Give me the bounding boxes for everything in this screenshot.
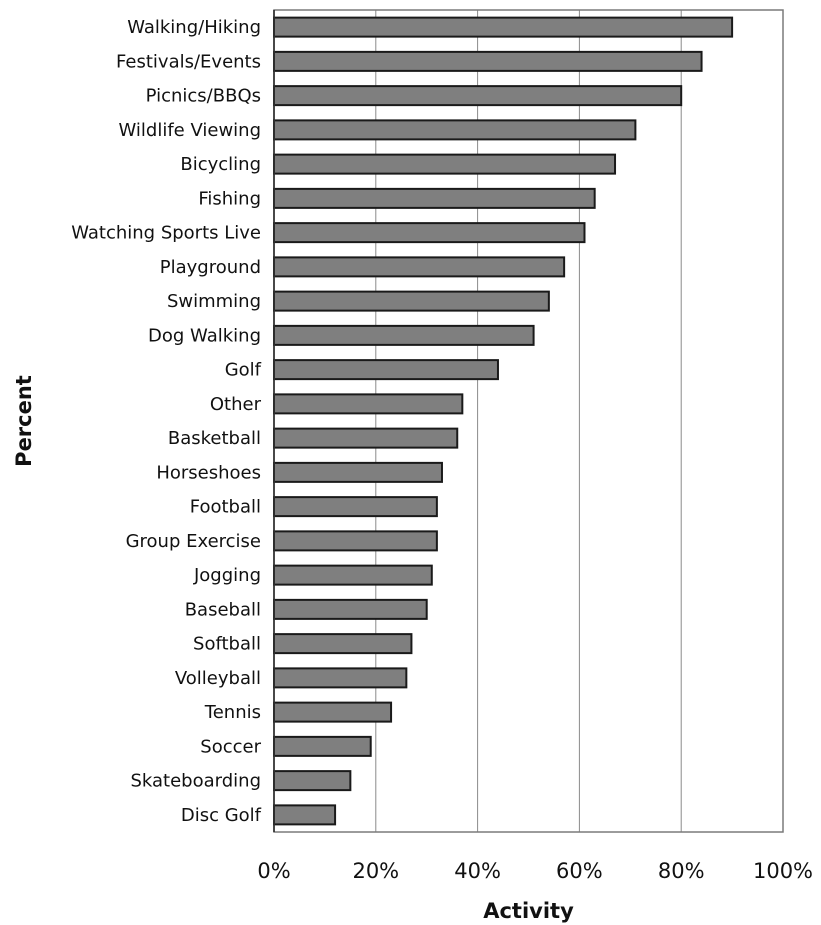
bar <box>273 701 393 723</box>
y-axis-title: Percent <box>12 375 36 467</box>
bar <box>273 598 428 620</box>
category-label: Football <box>190 497 261 518</box>
x-tick-labels: 0% 20% 40% 60% 80% 100% <box>257 859 813 883</box>
category-label: Disc Golf <box>181 805 262 826</box>
category-label: Swimming <box>167 291 261 312</box>
category-label: Bicycling <box>180 154 261 175</box>
bar <box>273 804 337 826</box>
bar <box>273 633 413 655</box>
bar <box>273 187 596 209</box>
category-label: Festivals/Events <box>116 51 261 72</box>
bar <box>273 359 499 381</box>
x-axis-title: Activity <box>483 899 574 923</box>
category-label: Baseball <box>185 599 261 620</box>
bar <box>273 290 550 312</box>
bar <box>273 735 372 757</box>
category-label: Playground <box>160 257 261 278</box>
category-label: Skateboarding <box>130 771 261 792</box>
category-label: Tennis <box>204 702 261 723</box>
category-label: Jogging <box>193 565 261 586</box>
category-label: Volleyball <box>175 668 261 689</box>
x-tick-label: 0% <box>257 859 290 883</box>
bar <box>273 770 352 792</box>
category-label: Basketball <box>168 428 261 449</box>
bars <box>273 16 734 826</box>
x-tick-label: 40% <box>454 859 501 883</box>
x-tick-label: 80% <box>658 859 705 883</box>
bar <box>273 256 566 278</box>
x-tick-label: 100% <box>753 859 813 883</box>
bar <box>273 461 443 483</box>
category-label: Picnics/BBQs <box>146 86 261 107</box>
category-labels: Walking/Hiking Festivals/Events Picnics/BB… <box>71 17 261 826</box>
bar <box>273 667 408 689</box>
bar <box>273 16 734 38</box>
bar <box>273 427 459 449</box>
category-label: Dog Walking <box>148 325 261 346</box>
category-label: Watching Sports Live <box>71 223 261 244</box>
category-label: Golf <box>225 360 262 381</box>
category-label: Horseshoes <box>156 462 261 483</box>
category-label: Group Exercise <box>126 531 261 552</box>
category-label: Other <box>210 394 262 415</box>
bar <box>273 153 617 175</box>
bar <box>273 324 535 346</box>
category-label: Soccer <box>200 736 261 757</box>
gridlines <box>375 10 682 832</box>
bar <box>273 50 703 72</box>
bar <box>273 222 586 244</box>
category-label: Walking/Hiking <box>127 17 261 38</box>
bar <box>273 85 683 107</box>
bar <box>273 564 433 586</box>
category-label: Wildlife Viewing <box>118 120 261 141</box>
x-tick-label: 20% <box>352 859 399 883</box>
category-label: Softball <box>193 634 261 655</box>
bar <box>273 393 464 415</box>
bar <box>273 119 637 141</box>
bar <box>273 530 438 552</box>
bar <box>273 496 438 518</box>
x-tick-label: 60% <box>556 859 603 883</box>
category-label: Fishing <box>198 188 261 209</box>
